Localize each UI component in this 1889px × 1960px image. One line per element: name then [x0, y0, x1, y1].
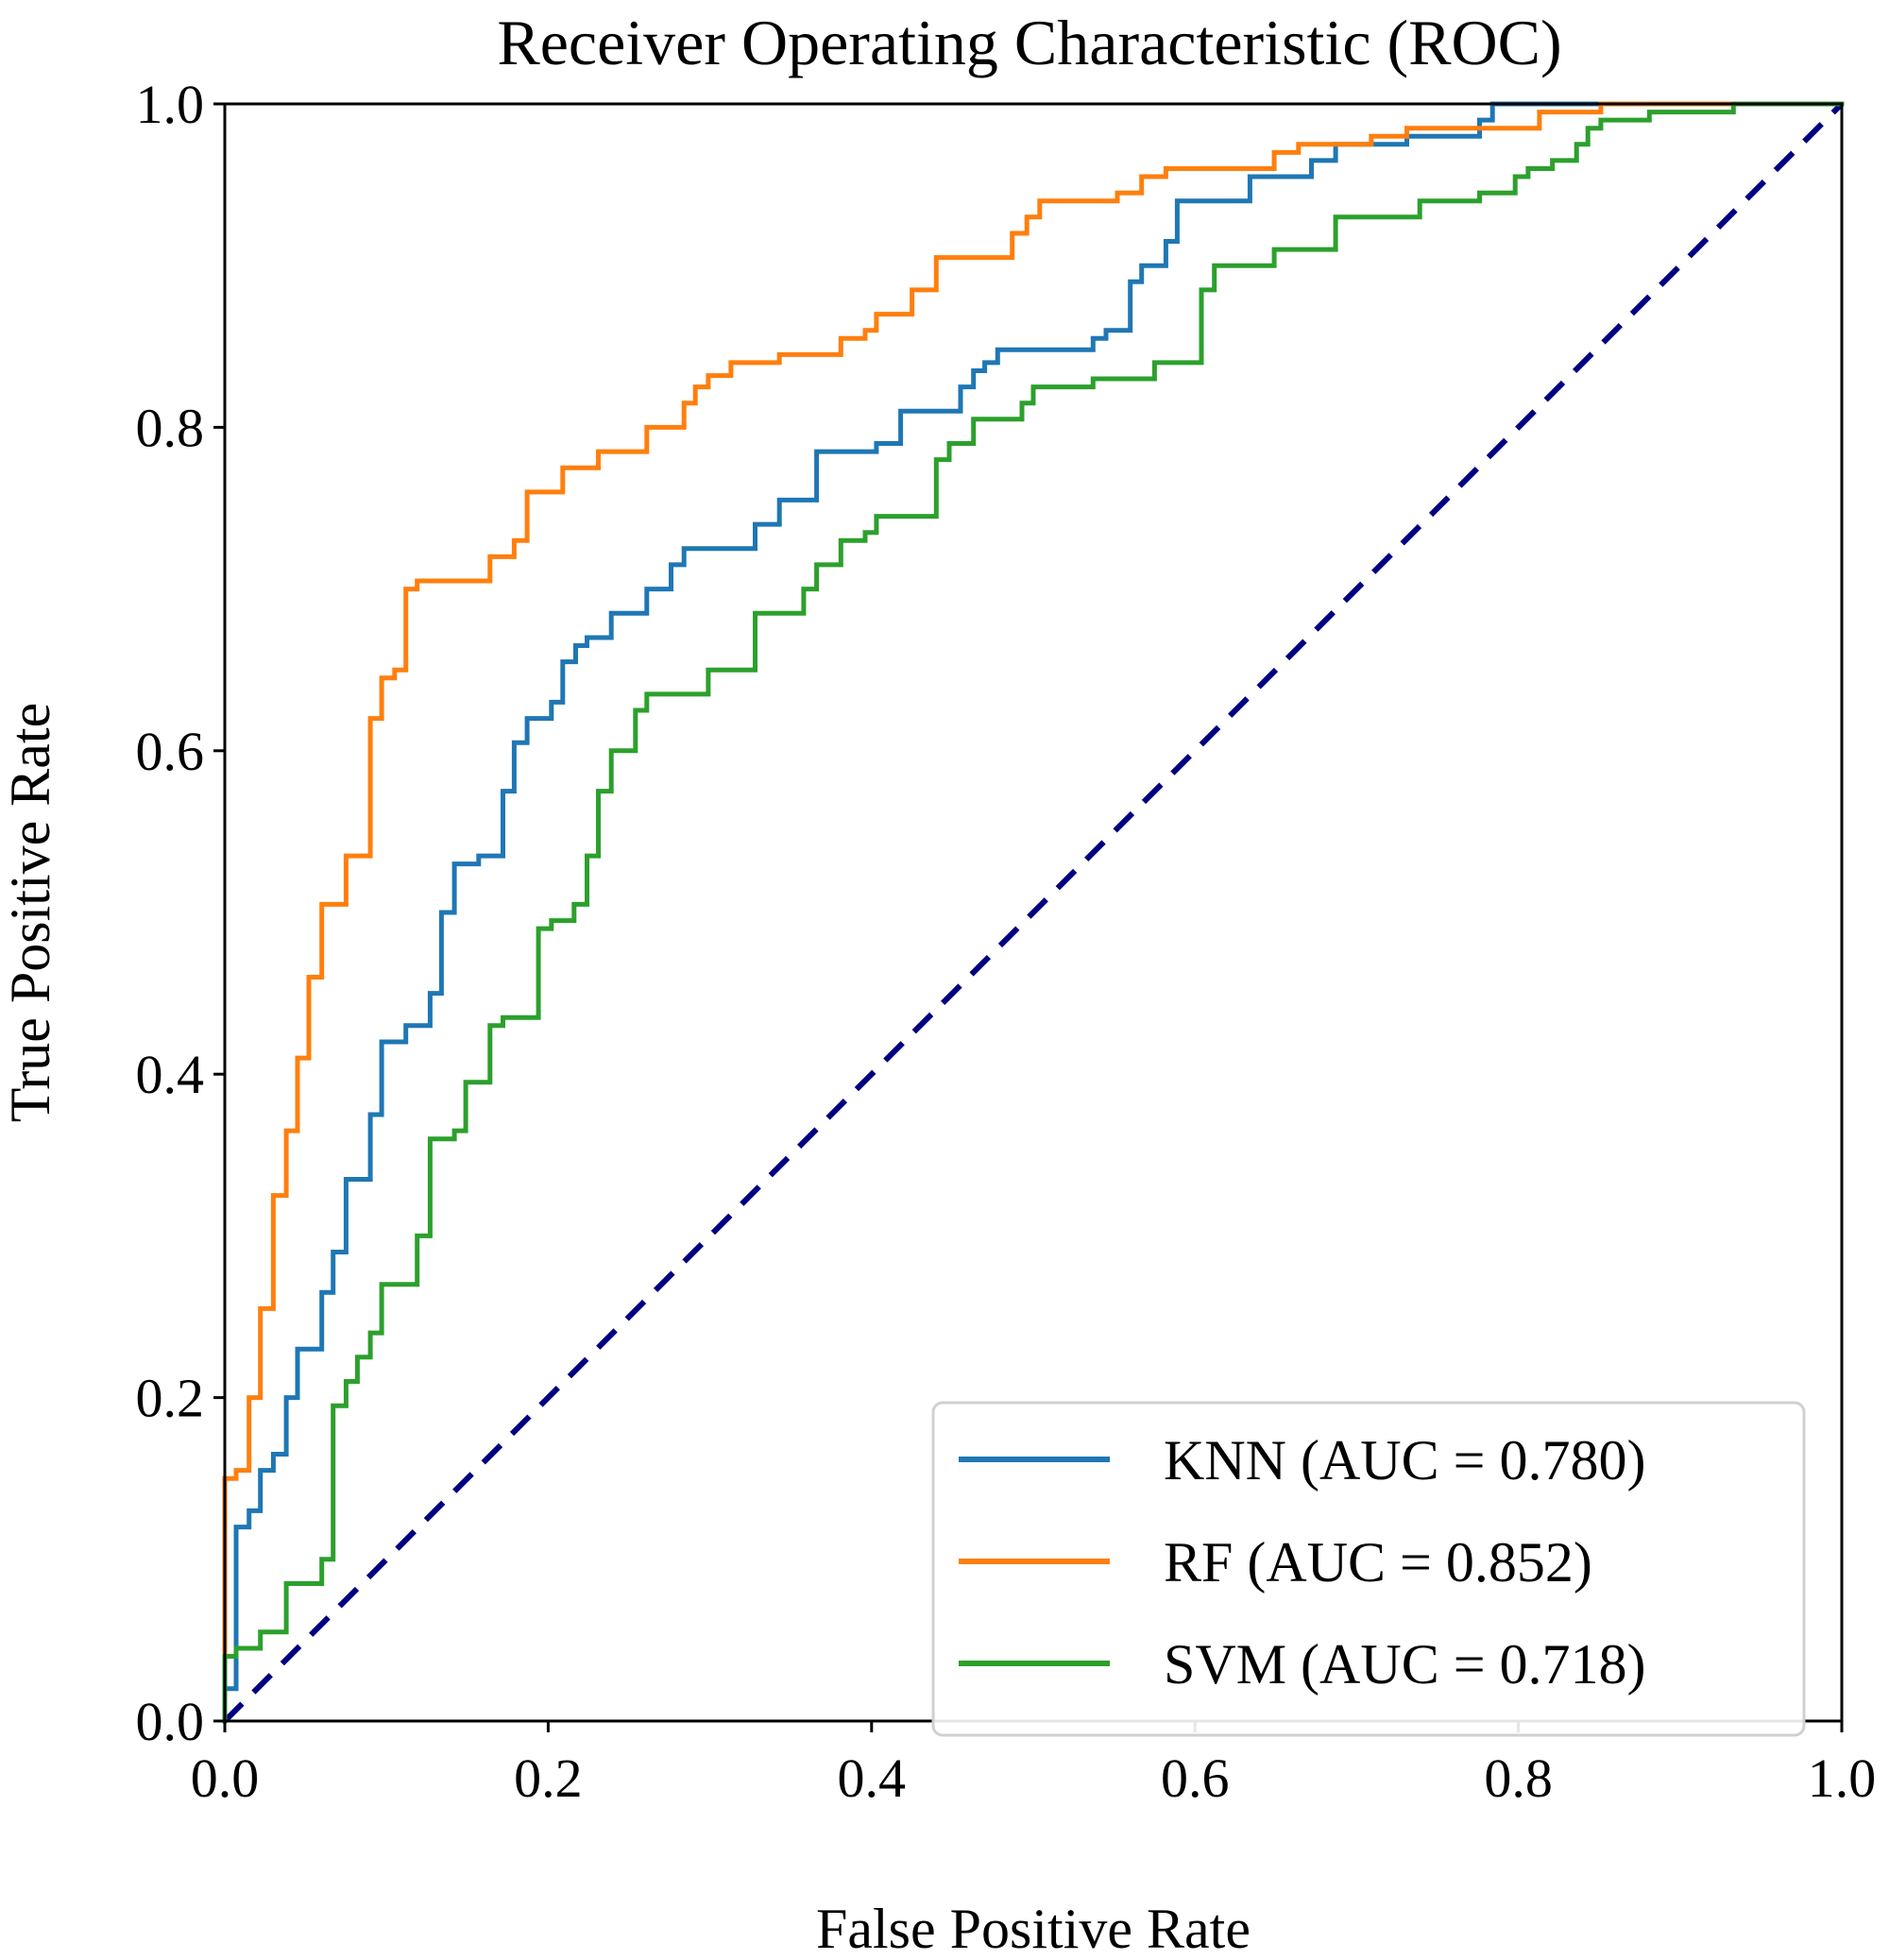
y-tick-label: 0.0	[136, 1691, 205, 1752]
plot-area	[222, 101, 1845, 1724]
legend-label-knn: KNN (AUC = 0.780)	[1164, 1429, 1645, 1491]
x-tick-label: 0.4	[838, 1747, 907, 1809]
series-line-rf	[222, 101, 1845, 1724]
y-axis-title: True Positive Rate	[0, 703, 61, 1122]
x-tick-label: 0.2	[514, 1747, 583, 1809]
legend-label-svm: SVM (AUC = 0.718)	[1164, 1633, 1646, 1696]
chart-title: Receiver Operating Characteristic (ROC)	[497, 7, 1561, 78]
x-axis-title: False Positive Rate	[816, 1898, 1251, 1960]
legend-label-rf: RF (AUC = 0.852)	[1164, 1531, 1592, 1594]
x-axis-ticks: 0.0 0.2 0.4 0.6 0.8 1.0	[191, 1721, 1877, 1809]
y-tick-label: 1.0	[136, 74, 205, 135]
x-tick-label: 1.0	[1808, 1747, 1877, 1809]
x-tick-label: 0.0	[191, 1747, 260, 1809]
series-line-knn	[222, 101, 1845, 1724]
legend: KNN (AUC = 0.780) RF (AUC = 0.852) SVM (AU…	[931, 1401, 1806, 1737]
x-tick-label: 0.8	[1484, 1747, 1553, 1809]
y-tick-label: 0.6	[136, 721, 205, 782]
legend-box	[931, 1401, 1806, 1737]
x-tick-label: 0.6	[1161, 1747, 1230, 1809]
y-tick-label: 0.8	[136, 397, 205, 458]
series-layer	[222, 101, 1845, 1724]
legend-entries: KNN (AUC = 0.780) RF (AUC = 0.852) SVM (AU…	[959, 1429, 1646, 1696]
series-line-svm	[222, 101, 1845, 1724]
reference-layer	[222, 101, 1845, 1724]
y-axis-ticks: 0.0 0.2 0.4 0.6 0.8 1.0	[136, 74, 225, 1752]
chance-diagonal-line	[222, 101, 1845, 1724]
y-tick-label: 0.4	[136, 1044, 205, 1105]
y-tick-label: 0.2	[136, 1368, 205, 1429]
